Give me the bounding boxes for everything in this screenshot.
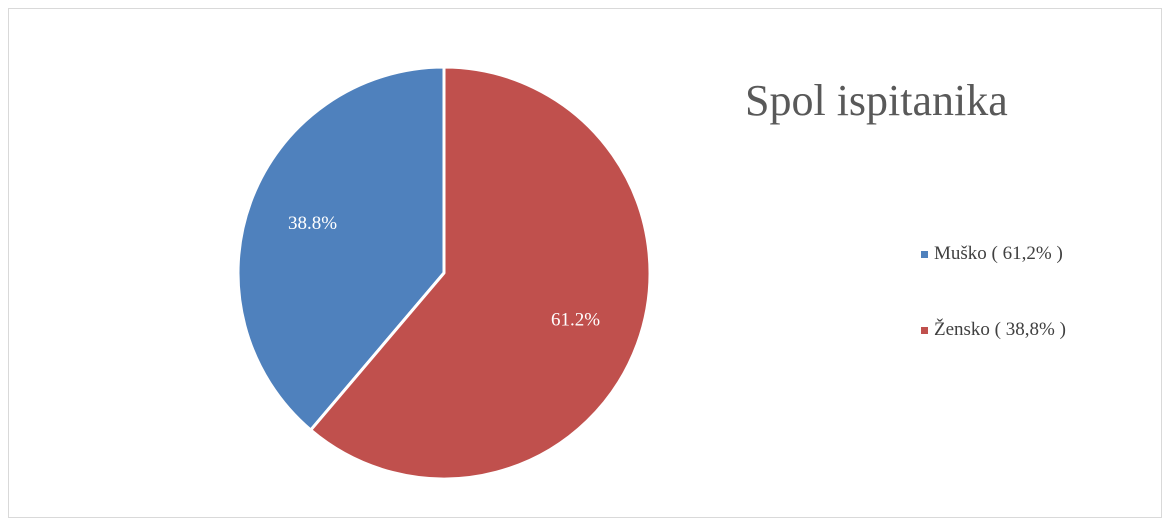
pie-slices	[236, 65, 652, 481]
legend-label-musko: Muško ( 61,2% )	[934, 243, 1063, 264]
legend-swatch-musko	[921, 250, 928, 258]
chart-area: 38.8% 61.2% Spol ispitanika Muško ( 61,2%…	[8, 8, 1162, 518]
pie-chart: 38.8% 61.2%	[236, 65, 652, 481]
chart-title: Spol ispitanika	[745, 76, 1008, 125]
legend-item-zensko: Žensko ( 38,8% )	[921, 317, 1066, 343]
data-label-musko: 38.8%	[288, 213, 337, 234]
legend-label-zensko: Žensko ( 38,8% )	[934, 319, 1066, 340]
legend-swatch-zensko	[921, 326, 928, 334]
pie-slice-musko	[236, 65, 446, 432]
pie-slice-zensko	[309, 65, 652, 481]
legend-item-musko: Muško ( 61,2% )	[921, 241, 1066, 267]
legend: Muško ( 61,2% ) Žensko ( 38,8% )	[921, 241, 1066, 393]
data-label-zensko: 61.2%	[551, 310, 600, 331]
pie-data-labels: 38.8% 61.2%	[288, 213, 600, 331]
